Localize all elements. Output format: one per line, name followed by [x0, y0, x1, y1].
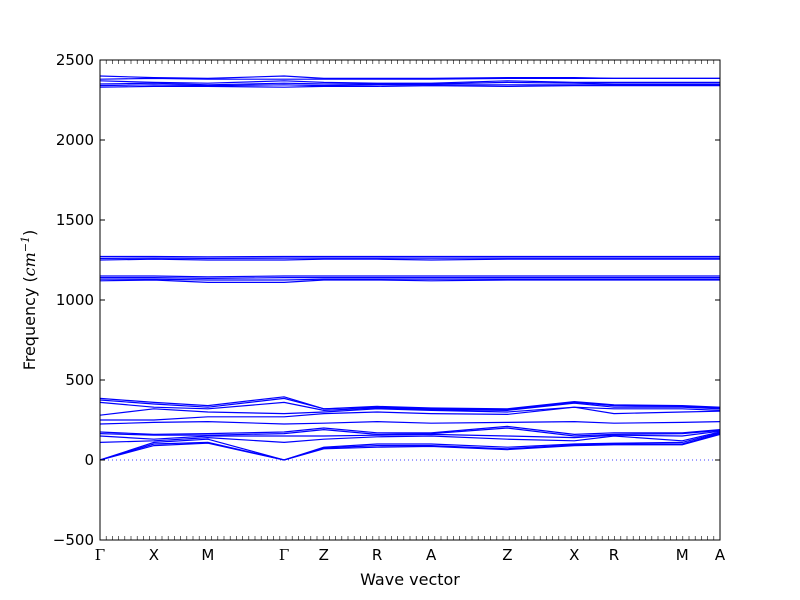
band-line-b22 [99, 84, 720, 87]
y-tick-label: 1500 [56, 211, 94, 229]
band-line-b1 [99, 433, 721, 461]
band-line-b14 [99, 279, 720, 283]
x-tick-label: Γ [279, 546, 289, 564]
y-axis-label-close: ) [20, 230, 39, 236]
band-line-b15 [100, 278, 720, 281]
y-axis-label-text: Frequency ( [20, 276, 39, 370]
y-tick-label: 2000 [56, 131, 94, 149]
band-line-b5 [99, 430, 721, 440]
x-tick-label: X [569, 546, 579, 564]
y-axis-label: Frequency (cm−1) [19, 230, 39, 371]
y-axis-ticks: −500 0 500 1000 1500 2000 2500 [53, 51, 720, 549]
band-line-b6 [99, 427, 721, 437]
y-axis-label-unit: cm [20, 252, 39, 276]
x-tick-label: Z [319, 546, 329, 564]
band-line-b24 [99, 80, 720, 84]
band-line-b26 [99, 75, 720, 80]
y-tick-label: 2500 [56, 51, 94, 69]
y-tick-label: 0 [84, 451, 94, 469]
x-tick-label: Γ [95, 546, 105, 564]
x-axis-label: Wave vector [360, 570, 460, 589]
band-line-b3 [99, 432, 721, 461]
x-tick-label: R [372, 546, 382, 564]
band-line-b2 [99, 433, 721, 461]
x-minor-ticks [99, 60, 721, 540]
x-tick-label: Z [502, 546, 512, 564]
x-tick-label: X [149, 546, 159, 564]
x-tick-label: M [201, 546, 214, 564]
band-line-b23 [99, 81, 720, 86]
band-line-b12 [99, 397, 721, 411]
band-line-b4 [99, 431, 721, 444]
y-tick-label: 500 [65, 371, 94, 389]
y-axis-label-exponent: −1 [19, 236, 32, 252]
band-line-b17 [100, 275, 720, 278]
band-lines [99, 75, 721, 461]
band-line-b16 [100, 277, 720, 280]
y-tick-label: 1000 [56, 291, 94, 309]
x-tick-label: R [609, 546, 619, 564]
plot-frame [99, 59, 721, 541]
y-tick-label: −500 [53, 531, 94, 549]
x-tick-label: A [426, 546, 437, 564]
band-line-b8 [99, 420, 721, 425]
band-line-b9 [100, 406, 721, 421]
x-tick-label: M [676, 546, 689, 564]
band-line-b7 [99, 425, 721, 436]
band-line-b21 [99, 84, 720, 88]
band-line-b10 [99, 406, 721, 416]
band-line-b18 [99, 258, 720, 261]
band-line-b11 [99, 401, 721, 412]
x-tick-label: A [715, 546, 726, 564]
band-line-b13 [99, 396, 721, 410]
